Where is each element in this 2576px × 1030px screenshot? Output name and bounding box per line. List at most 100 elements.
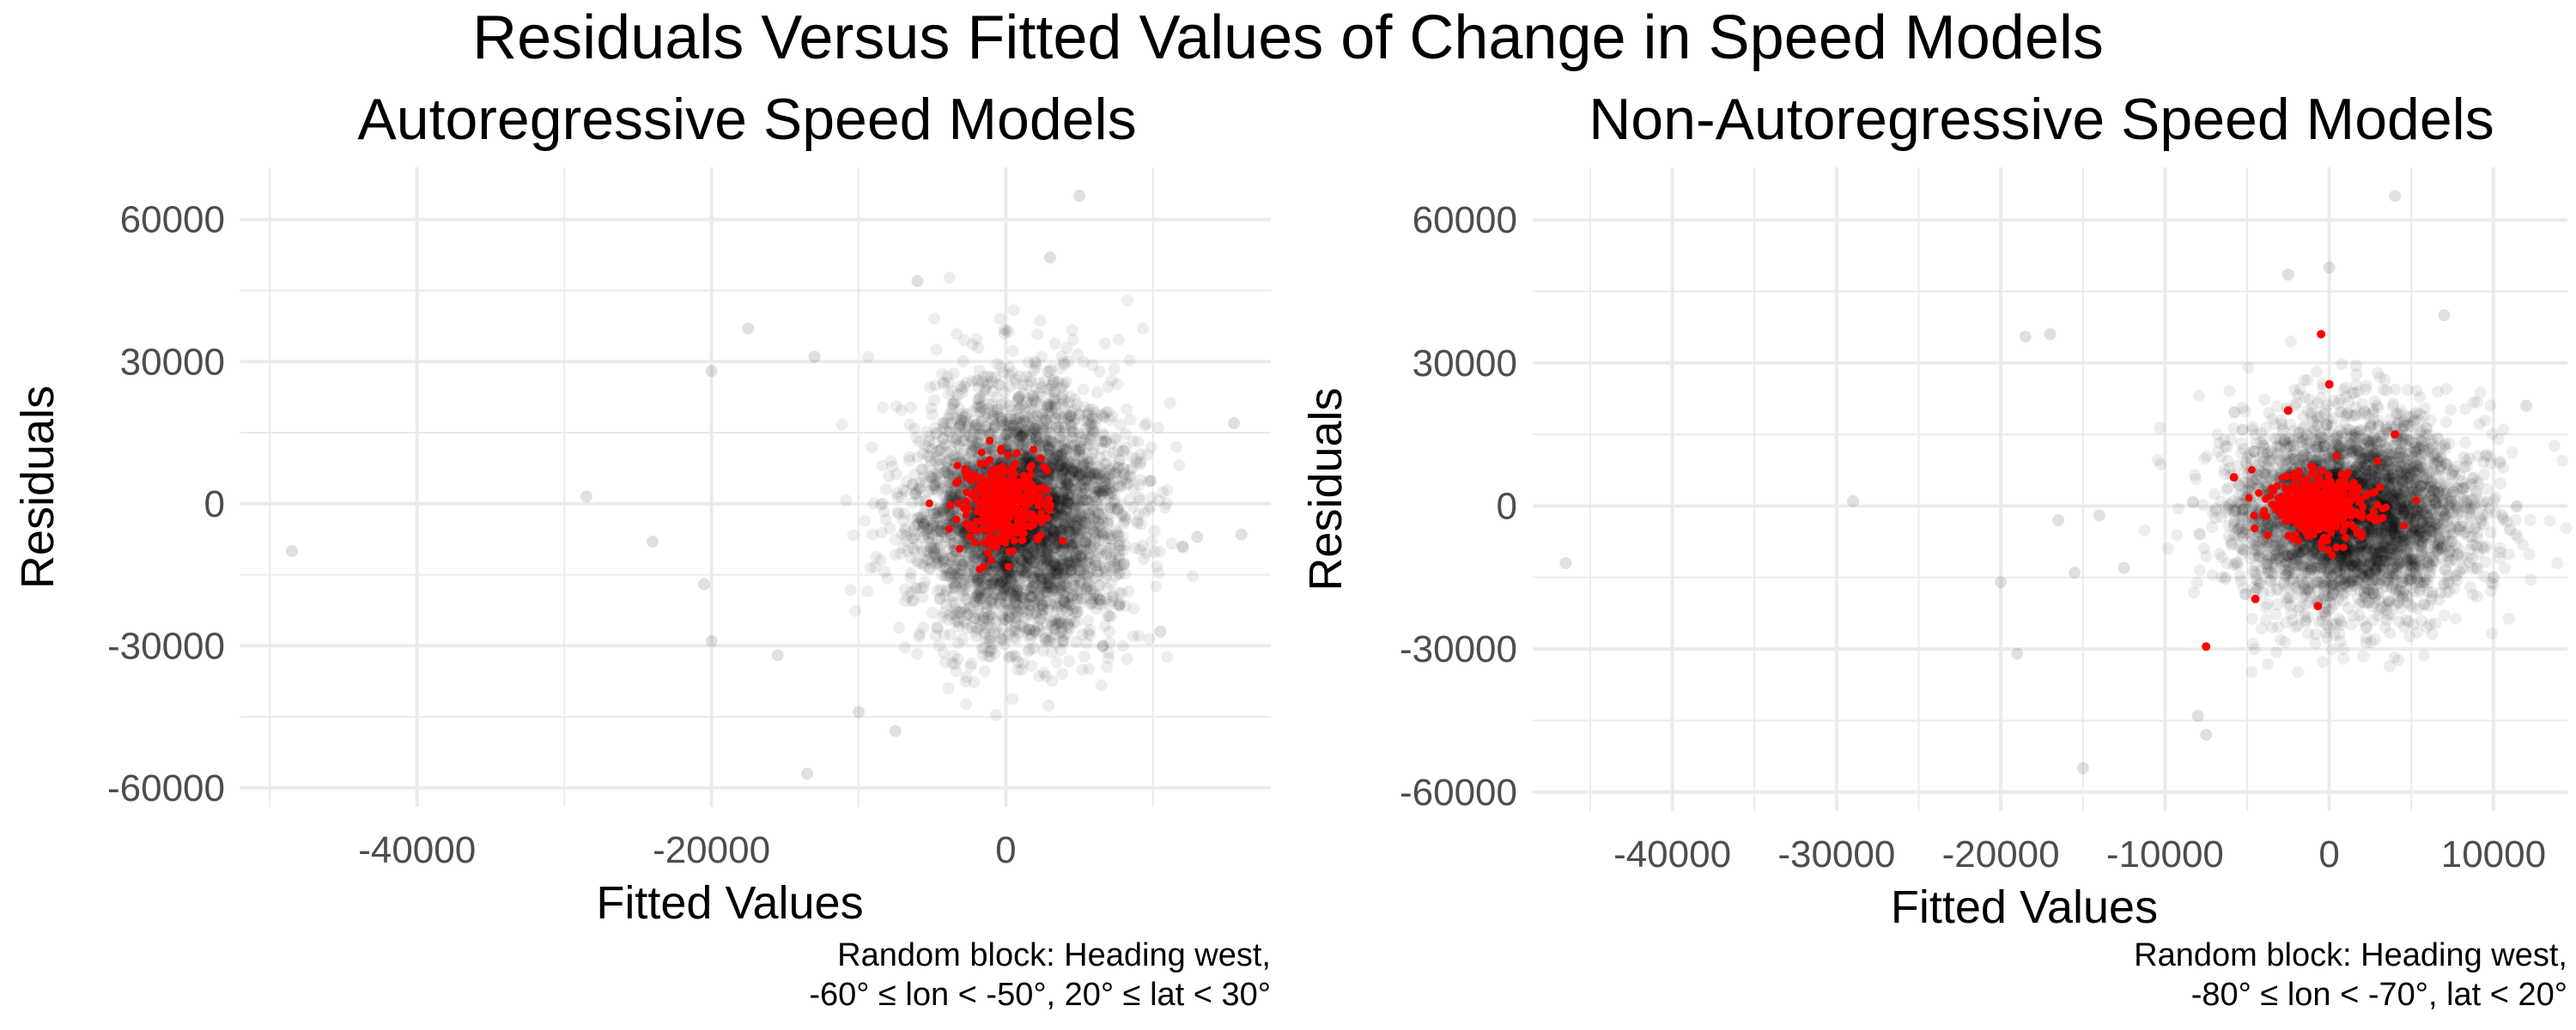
data-point xyxy=(896,541,909,554)
data-point xyxy=(1100,527,1113,540)
data-point xyxy=(1032,473,1045,486)
data-point xyxy=(1009,597,1021,609)
data-point xyxy=(1021,608,1034,621)
data-point xyxy=(1105,486,1118,499)
data-point xyxy=(1067,465,1080,478)
data-point xyxy=(1028,577,1041,589)
data-point xyxy=(910,483,923,496)
data-point xyxy=(985,577,998,590)
data-point xyxy=(941,481,954,493)
data-point xyxy=(1093,559,1106,572)
data-point xyxy=(1033,590,1045,603)
data-point xyxy=(1056,560,1069,573)
data-point xyxy=(1051,618,1064,631)
data-point xyxy=(1016,439,1029,452)
data-point xyxy=(1073,549,1086,562)
data-point xyxy=(1049,407,1062,420)
data-point xyxy=(969,421,981,434)
data-point xyxy=(1098,429,1110,442)
data-point xyxy=(946,550,959,563)
data-point xyxy=(971,573,984,586)
data-point xyxy=(916,557,929,570)
data-point xyxy=(972,590,985,602)
data-point xyxy=(1070,445,1083,457)
data-point xyxy=(1069,602,1082,615)
data-point xyxy=(939,467,951,479)
data-point xyxy=(1070,442,1083,455)
data-point xyxy=(1087,592,1100,605)
data-point xyxy=(993,575,1005,588)
data-point xyxy=(1069,532,1082,544)
data-point xyxy=(1042,542,1054,555)
data-point xyxy=(958,334,971,347)
data-point xyxy=(1053,432,1066,445)
data-point xyxy=(1126,451,1139,464)
data-point xyxy=(1065,563,1078,576)
data-point xyxy=(986,603,999,615)
data-point xyxy=(1059,536,1067,545)
data-point xyxy=(972,342,985,354)
data-point xyxy=(1038,439,1051,451)
data-point xyxy=(970,596,983,609)
data-point xyxy=(935,530,948,543)
data-point xyxy=(1066,555,1079,568)
data-point xyxy=(1165,537,1178,550)
data-point xyxy=(1025,548,1038,561)
data-point xyxy=(1024,556,1037,569)
data-point xyxy=(1017,542,1030,555)
data-point xyxy=(1046,585,1059,597)
data-point xyxy=(1064,534,1076,547)
data-point xyxy=(1052,562,1064,575)
data-point xyxy=(957,585,970,597)
data-point xyxy=(916,544,929,557)
data-point xyxy=(1048,398,1061,411)
data-point xyxy=(954,379,967,392)
data-point xyxy=(931,542,944,554)
data-point xyxy=(1010,496,1018,504)
data-point xyxy=(1109,561,1122,574)
data-point xyxy=(1083,579,1096,591)
data-point xyxy=(1067,524,1080,536)
data-point xyxy=(932,621,944,634)
data-point xyxy=(951,652,964,665)
data-point xyxy=(1013,403,1026,415)
data-point xyxy=(939,656,951,669)
data-point xyxy=(1060,409,1072,421)
data-point xyxy=(1191,530,1204,543)
data-point xyxy=(890,468,902,481)
data-point xyxy=(1057,411,1070,424)
data-point xyxy=(1041,421,1053,434)
data-point xyxy=(1134,448,1147,460)
data-point xyxy=(930,558,943,571)
data-point xyxy=(890,548,902,561)
data-point xyxy=(930,551,943,564)
data-point xyxy=(1017,542,1030,555)
data-point xyxy=(1048,563,1061,576)
data-point xyxy=(1079,474,1091,487)
data-point xyxy=(945,597,958,609)
data-point xyxy=(1060,550,1072,562)
data-point xyxy=(993,379,1006,391)
data-point xyxy=(1080,637,1093,650)
data-point xyxy=(914,482,927,495)
data-point xyxy=(1042,580,1054,593)
data-point xyxy=(979,627,992,639)
data-point xyxy=(1133,507,1145,520)
data-point xyxy=(939,424,952,437)
data-point xyxy=(1026,547,1039,560)
data-point xyxy=(1054,477,1067,490)
data-point xyxy=(1061,605,1074,618)
data-point xyxy=(981,512,989,520)
data-point xyxy=(1080,520,1093,533)
data-point xyxy=(998,419,1010,431)
data-point xyxy=(1047,457,1059,470)
data-point xyxy=(1012,663,1024,676)
data-point xyxy=(1052,486,1065,499)
data-point xyxy=(1081,582,1094,595)
data-point xyxy=(998,531,1006,540)
data-point xyxy=(1139,419,1151,432)
data-point xyxy=(993,579,1006,591)
x-axis-label: Fitted Values xyxy=(596,877,863,929)
data-point xyxy=(925,541,938,554)
data-point xyxy=(906,595,919,608)
